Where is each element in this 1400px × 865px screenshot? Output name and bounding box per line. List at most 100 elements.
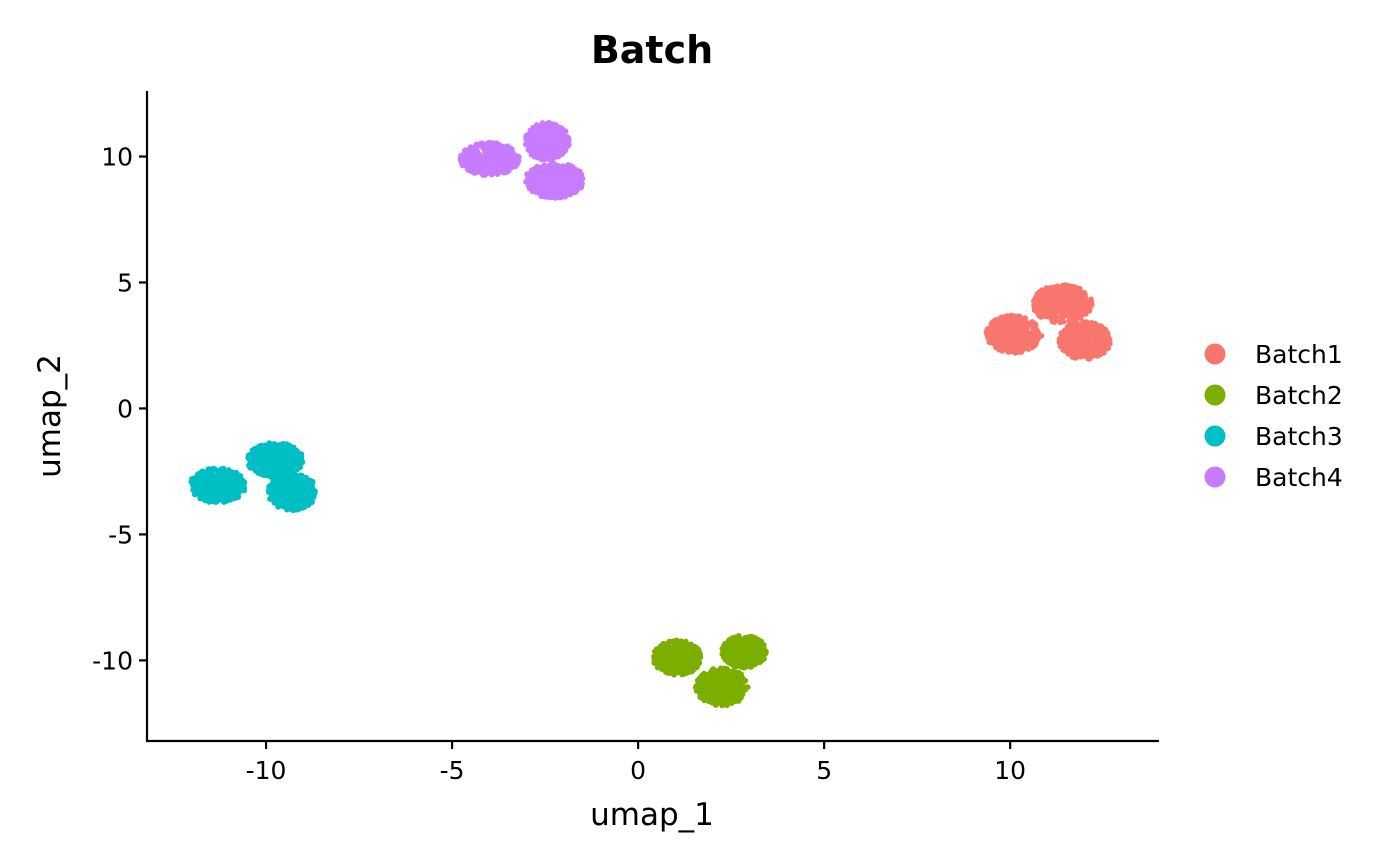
data-point — [277, 476, 283, 483]
data-point — [759, 656, 766, 663]
data-point — [1077, 315, 1084, 322]
data-point — [727, 657, 733, 663]
data-point — [562, 147, 568, 154]
data-point — [1083, 325, 1089, 332]
data-point — [269, 466, 276, 473]
data-point — [992, 338, 999, 345]
data-point — [1037, 333, 1043, 340]
data-point — [267, 487, 273, 493]
data-point — [1052, 310, 1058, 316]
data-point — [292, 493, 299, 500]
data-point — [291, 507, 297, 513]
data-point — [985, 333, 991, 340]
data-point — [556, 149, 562, 156]
data-point — [746, 660, 753, 667]
data-point — [279, 462, 286, 469]
data-point — [534, 154, 541, 161]
data-point — [546, 120, 553, 127]
data-point — [536, 135, 543, 141]
data-point — [272, 481, 279, 488]
data-point — [723, 653, 730, 659]
data-point — [717, 698, 723, 704]
data-point — [216, 477, 222, 484]
data-point — [294, 463, 300, 469]
data-point — [1060, 302, 1066, 309]
data-point — [507, 160, 514, 166]
data-point — [695, 653, 701, 660]
data-point — [746, 634, 753, 640]
data-point — [683, 670, 690, 676]
data-point — [569, 171, 575, 178]
data-point — [701, 679, 707, 685]
data-point — [561, 130, 568, 137]
data-point — [666, 651, 672, 658]
data-point — [264, 466, 271, 472]
data-point — [733, 677, 739, 684]
data-point — [704, 673, 710, 680]
data-point — [742, 639, 749, 646]
data-point — [1079, 328, 1085, 335]
data-point — [730, 668, 736, 674]
data-point — [290, 449, 297, 455]
data-point — [998, 314, 1005, 321]
data-point — [271, 491, 278, 498]
data-point — [494, 147, 500, 154]
data-point — [532, 141, 539, 148]
data-point — [710, 696, 717, 703]
data-point — [475, 158, 482, 164]
data-point — [721, 641, 728, 648]
data-point — [202, 469, 208, 476]
data-point — [1057, 319, 1064, 326]
data-point — [466, 155, 473, 161]
data-point — [502, 165, 509, 172]
data-point — [213, 486, 219, 492]
data-point — [663, 655, 670, 662]
data-point — [1070, 335, 1076, 342]
data-point — [710, 667, 716, 674]
data-point — [205, 484, 211, 491]
data-point — [740, 655, 747, 661]
data-point — [1076, 352, 1082, 358]
data-point — [1025, 330, 1031, 337]
data-point — [546, 155, 552, 161]
data-point — [678, 664, 684, 670]
data-point — [556, 167, 562, 174]
data-point — [1052, 305, 1059, 312]
data-point — [525, 141, 531, 148]
data-point — [1010, 333, 1017, 340]
data-point — [738, 691, 744, 698]
data-point — [286, 491, 293, 497]
data-point — [1078, 300, 1084, 307]
data-point — [499, 150, 506, 157]
data-point — [672, 637, 679, 644]
data-point — [542, 137, 549, 144]
data-point — [209, 478, 216, 484]
data-point — [1073, 320, 1079, 326]
data-point — [226, 479, 232, 486]
data-point — [552, 129, 559, 136]
data-point — [1089, 330, 1096, 337]
data-point — [222, 473, 228, 479]
data-point — [463, 163, 470, 169]
data-point — [488, 163, 494, 169]
data-point — [998, 321, 1004, 328]
data-point — [546, 131, 552, 138]
data-point — [679, 671, 685, 678]
data-point — [1002, 333, 1008, 339]
data-point — [1084, 336, 1091, 343]
data-point — [1029, 343, 1036, 350]
data-point — [232, 481, 239, 488]
data-point — [694, 664, 700, 670]
data-point — [725, 680, 732, 687]
data-point — [504, 143, 511, 150]
data-point — [1018, 339, 1024, 346]
data-point — [534, 150, 541, 157]
data-point — [301, 504, 308, 510]
data-point — [723, 686, 729, 692]
series-Batch3 — [188, 440, 318, 513]
data-point — [984, 326, 991, 333]
data-point — [699, 683, 705, 690]
data-point — [724, 670, 730, 677]
data-point — [1082, 340, 1089, 347]
